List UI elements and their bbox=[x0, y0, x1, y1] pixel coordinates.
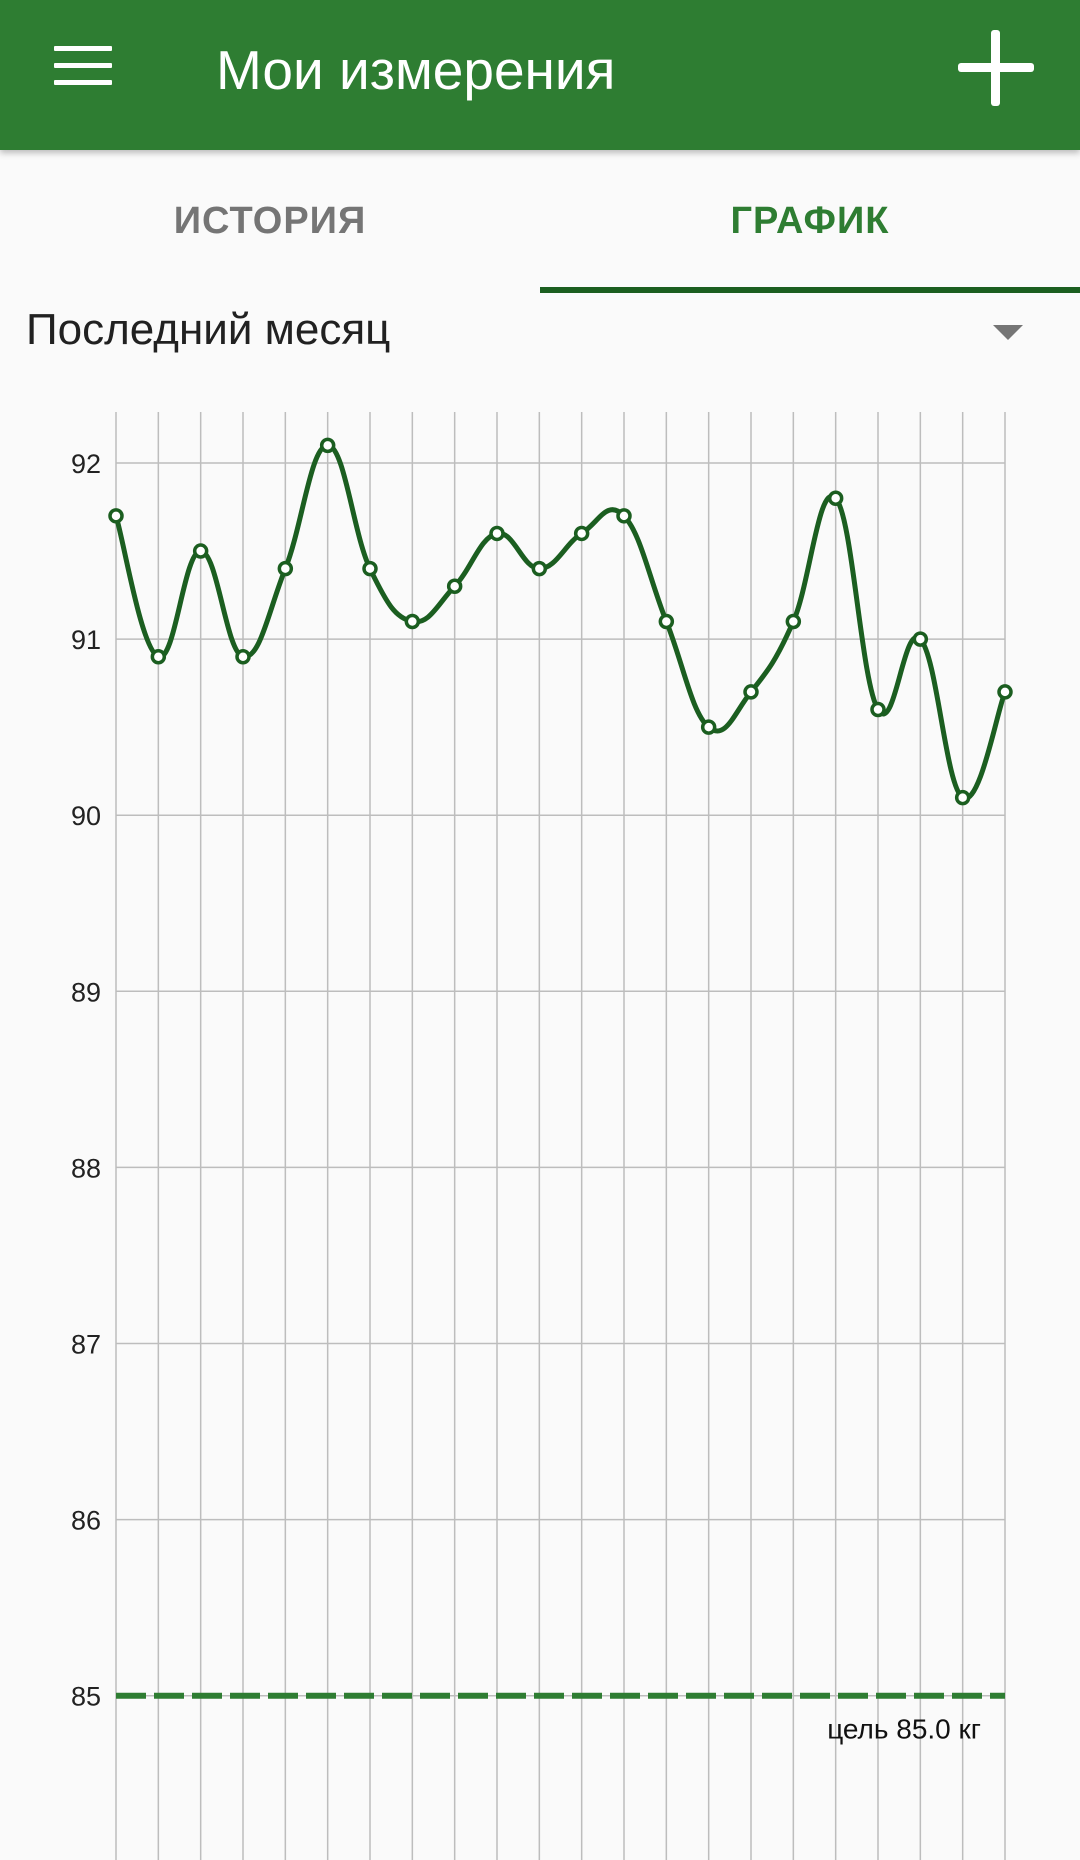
data-point bbox=[954, 789, 971, 806]
data-point bbox=[192, 543, 209, 559]
data-point bbox=[743, 684, 759, 700]
series-line bbox=[113, 442, 1008, 801]
data-point bbox=[997, 684, 1013, 700]
data-point bbox=[827, 490, 844, 506]
y-tick-label: 87 bbox=[71, 1330, 101, 1360]
goal-label: цель 85.0 кг bbox=[827, 1714, 981, 1745]
chevron-down-icon[interactable] bbox=[993, 325, 1023, 340]
data-point bbox=[785, 613, 802, 630]
y-tick-label: 90 bbox=[71, 801, 101, 831]
data-point bbox=[489, 525, 505, 542]
plus-icon[interactable] bbox=[958, 30, 1034, 106]
y-tick-label: 91 bbox=[71, 625, 101, 655]
tab-history[interactable]: ИСТОРИЯ bbox=[173, 200, 367, 242]
data-point bbox=[150, 648, 167, 665]
data-point bbox=[531, 560, 548, 577]
y-tick-label: 85 bbox=[71, 1682, 101, 1712]
data-point bbox=[446, 578, 463, 595]
y-tick-label: 86 bbox=[71, 1506, 101, 1536]
data-point bbox=[658, 613, 675, 630]
tab-bar: ИСТОРИЯ ГРАФИК bbox=[0, 150, 1080, 293]
data-point bbox=[235, 648, 251, 665]
data-point bbox=[362, 560, 378, 577]
data-point bbox=[277, 560, 294, 577]
y-tick-label: 89 bbox=[71, 977, 101, 1007]
period-dropdown[interactable]: Последний месяц bbox=[26, 305, 391, 354]
data-point bbox=[319, 437, 336, 454]
tab-chart[interactable]: ГРАФИК bbox=[730, 200, 890, 242]
hamburger-menu-icon[interactable] bbox=[54, 46, 112, 86]
y-tick-label: 92 bbox=[71, 449, 101, 479]
data-point bbox=[573, 525, 590, 542]
active-tab-indicator bbox=[540, 287, 1080, 293]
data-point bbox=[870, 701, 886, 718]
y-tick-label: 88 bbox=[71, 1153, 101, 1183]
data-point bbox=[404, 613, 421, 630]
app-bar: Мои измерения bbox=[0, 0, 1080, 150]
data-point bbox=[700, 719, 717, 735]
page-title: Мои измерения bbox=[216, 39, 616, 101]
data-point bbox=[912, 631, 929, 647]
data-point bbox=[108, 508, 124, 524]
data-point bbox=[616, 508, 632, 524]
